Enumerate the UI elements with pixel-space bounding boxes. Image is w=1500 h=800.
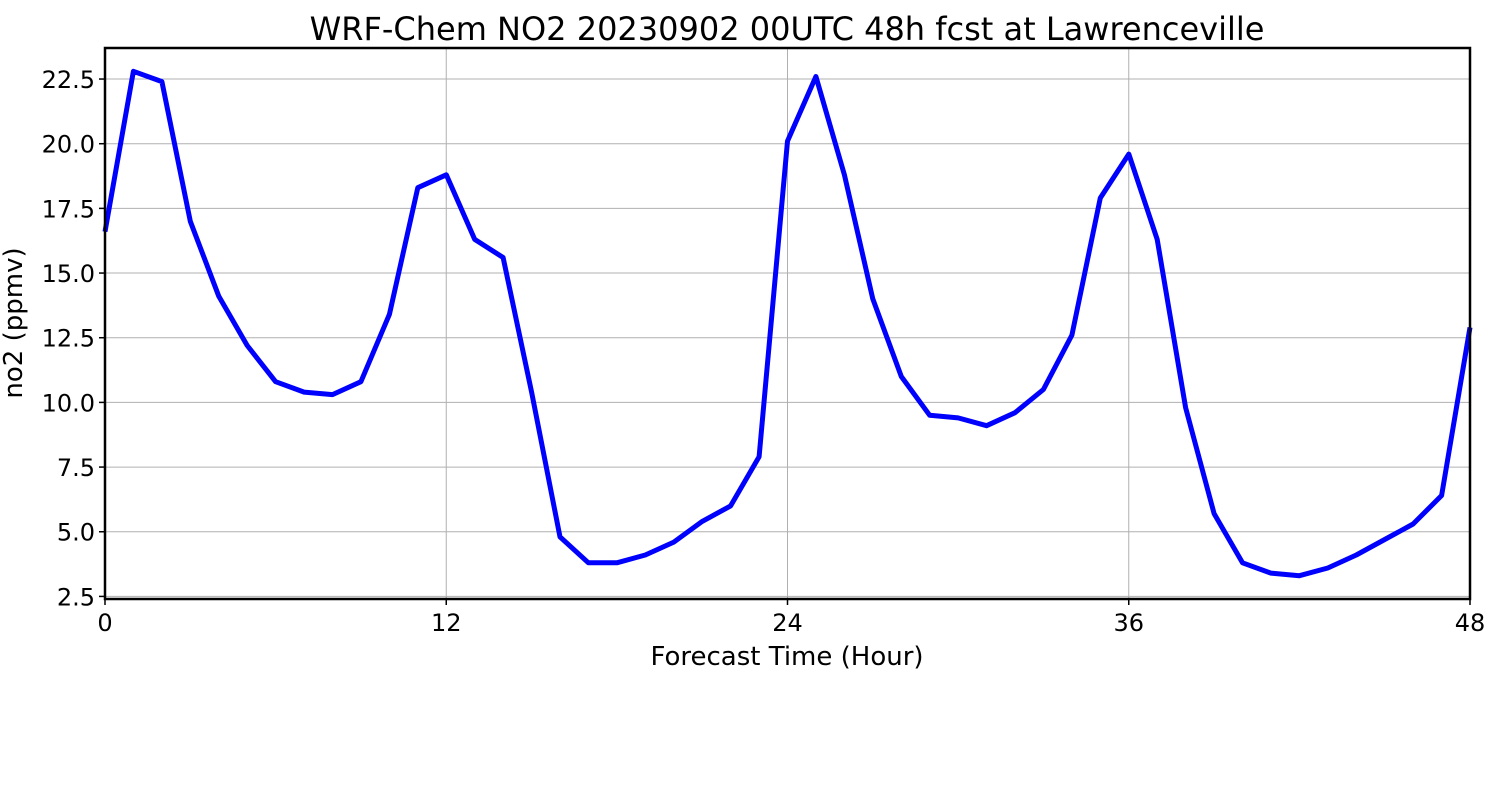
y-tick-label: 7.5 <box>57 454 95 482</box>
y-tick-label: 2.5 <box>57 583 95 611</box>
chart-title: WRF-Chem NO2 20230902 00UTC 48h fcst at … <box>310 10 1265 48</box>
x-axis-ticks: 0 12 24 36 48 <box>97 599 1485 637</box>
series-layer <box>102 68 1473 579</box>
x-tick-label: 0 <box>97 609 112 637</box>
x-tick-label: 36 <box>1113 609 1144 637</box>
x-tick-label: 48 <box>1455 609 1486 637</box>
y-tick-label: 22.5 <box>42 66 95 94</box>
grid <box>104 48 1471 599</box>
y-tick-label: 17.5 <box>42 195 95 223</box>
y-tick-label: 5.0 <box>57 519 95 547</box>
y-tick-label: 10.0 <box>42 389 95 417</box>
y-tick-label: 20.0 <box>42 131 95 159</box>
y-tick-label: 15.0 <box>42 260 95 288</box>
no2-series-line <box>102 68 1473 579</box>
x-axis-label: Forecast Time (Hour) <box>650 642 923 672</box>
y-tick-label: 12.5 <box>42 325 95 353</box>
y-axis-ticks: 2.5 5.0 7.5 10.0 12.5 15.0 17.5 20.0 22.5 <box>42 66 105 611</box>
x-tick-label: 24 <box>772 609 803 637</box>
x-tick-label: 12 <box>431 609 462 637</box>
y-axis-label: no2 (ppmv) <box>0 247 29 398</box>
